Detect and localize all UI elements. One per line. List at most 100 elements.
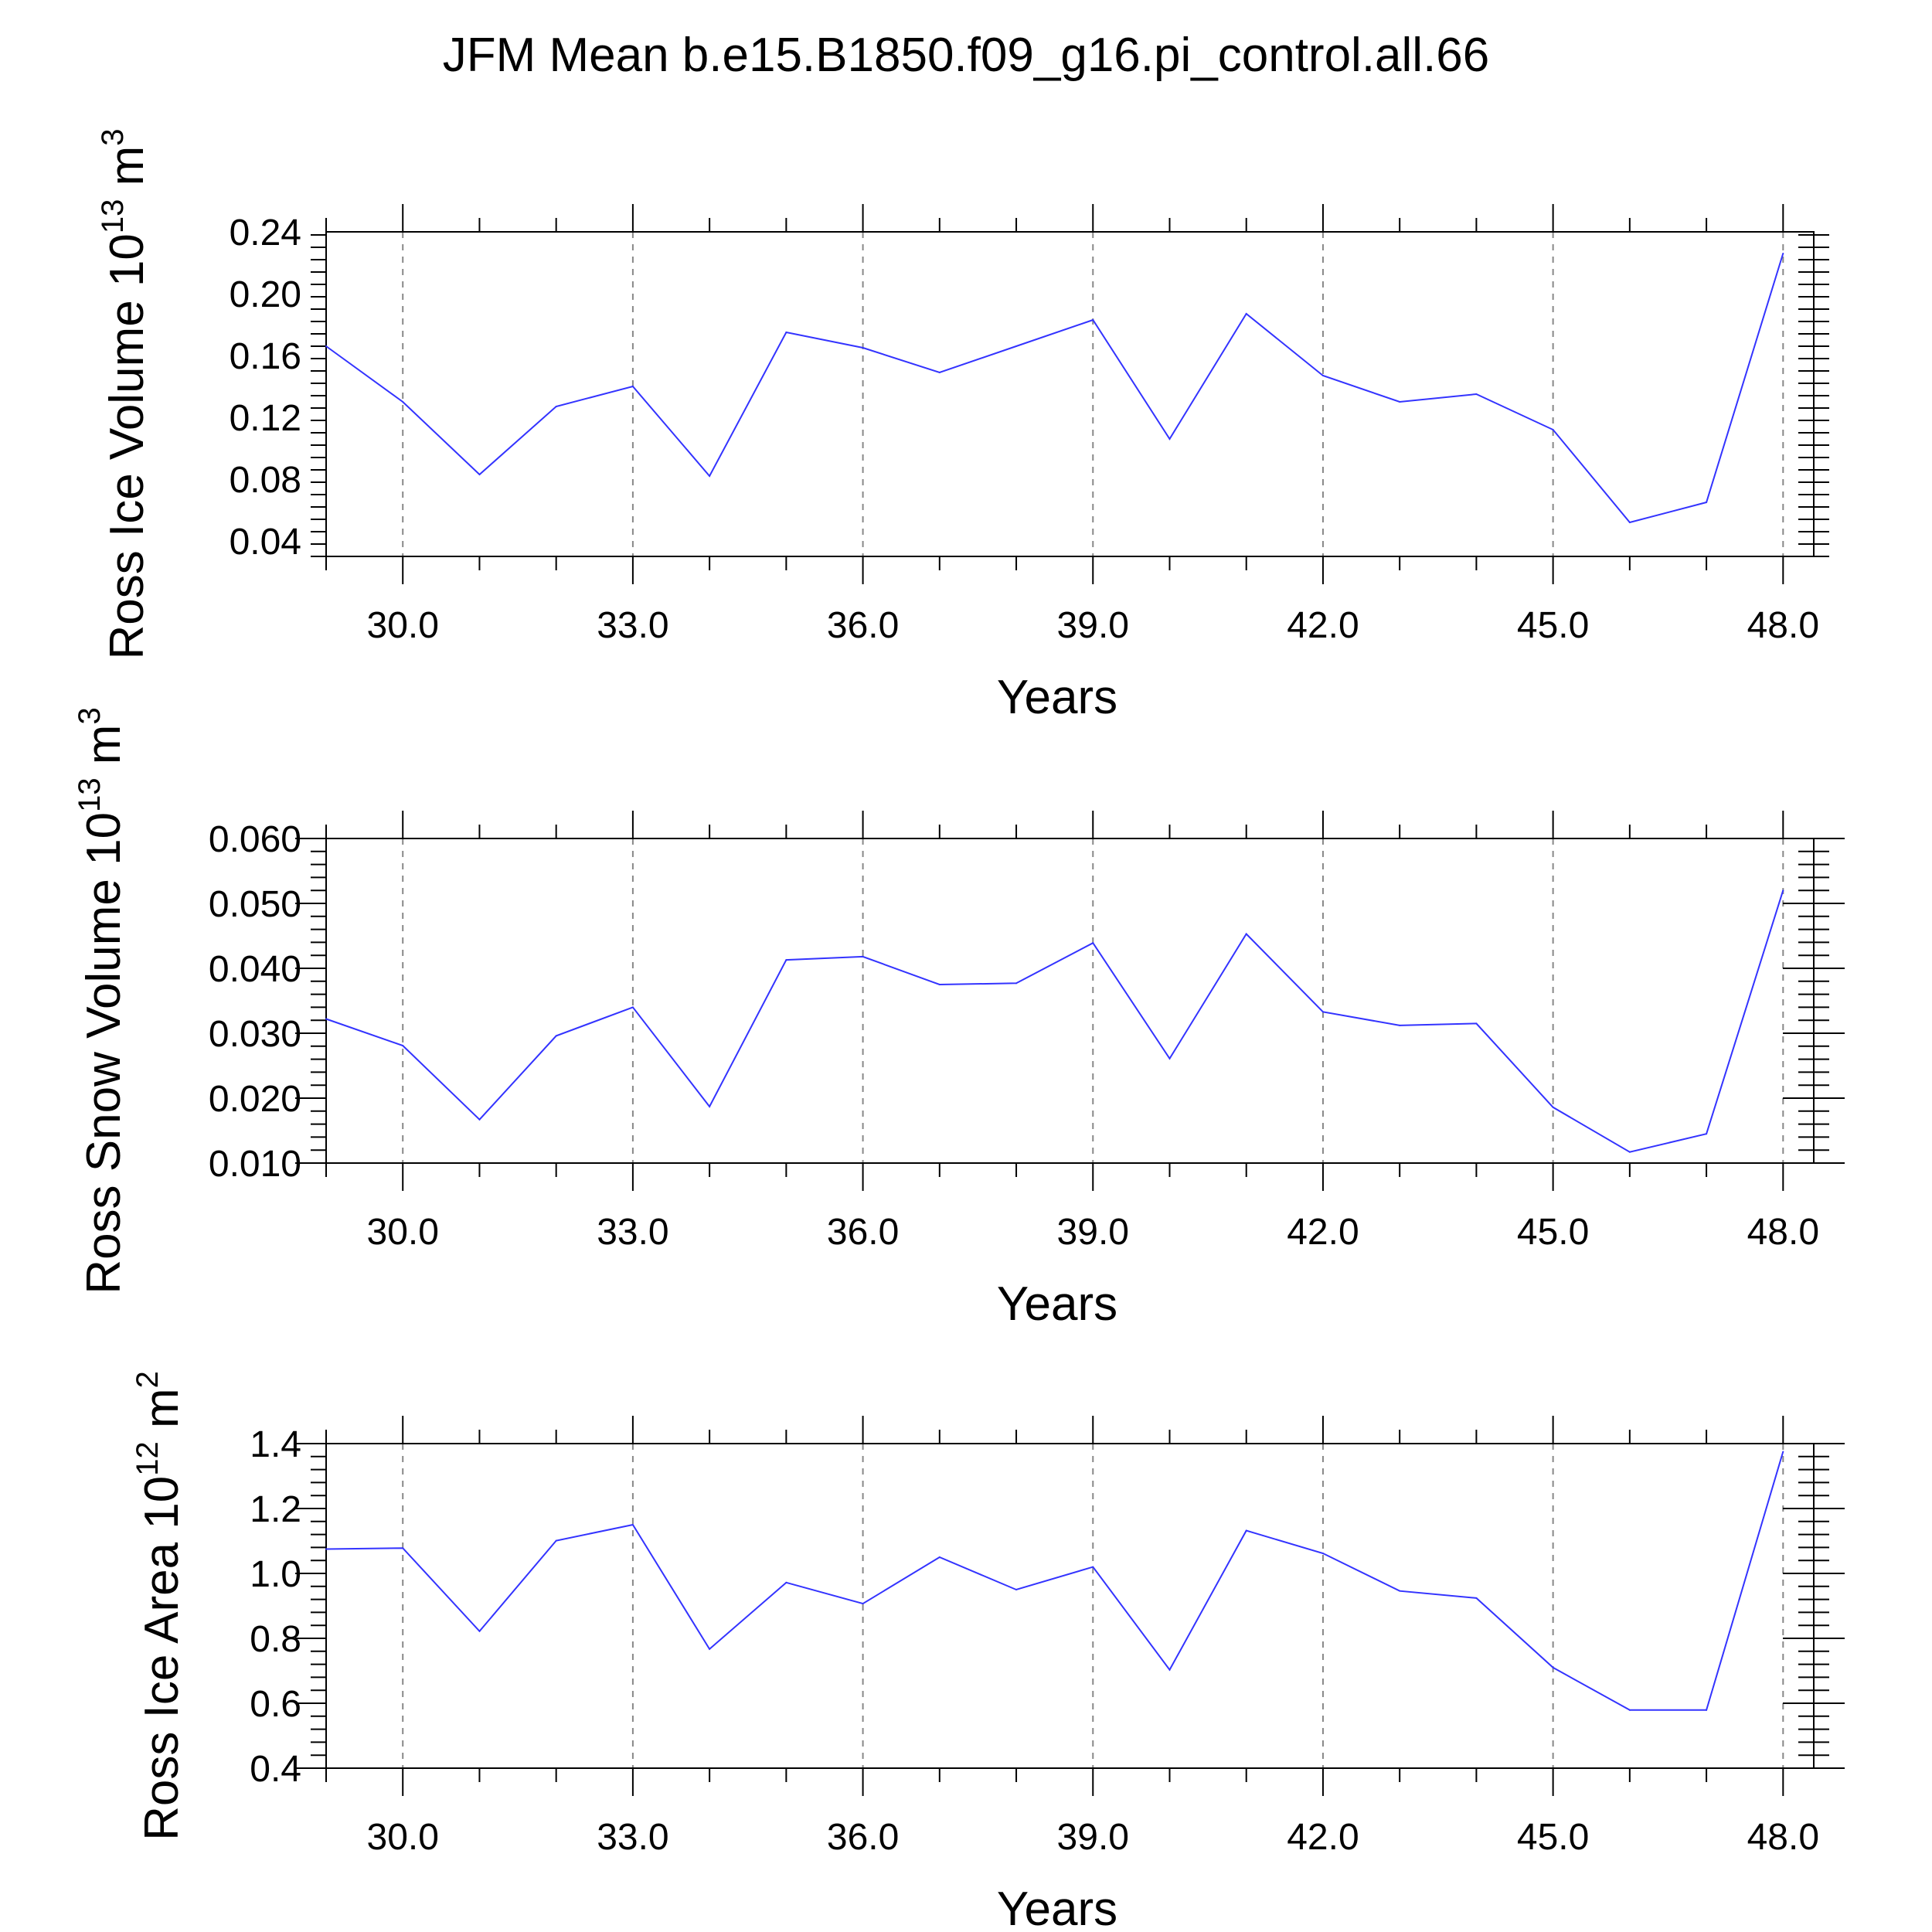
data-point [1552, 1666, 1554, 1668]
y-axis-title-unit: m [77, 725, 131, 778]
x-tick-label: 48.0 [1747, 605, 1819, 646]
data-point [938, 984, 940, 985]
data-point [1092, 942, 1094, 944]
data-point [1706, 1709, 1708, 1711]
data-point [1399, 1024, 1401, 1026]
x-tick-label: 30.0 [367, 1212, 439, 1253]
x-axis-title: Years [997, 671, 1117, 724]
data-point [1628, 1709, 1631, 1711]
x-tick-label: 45.0 [1517, 605, 1589, 646]
y-axis-title-unit: m [100, 146, 154, 199]
y-tick-label: 0.08 [230, 460, 301, 501]
data-point [785, 959, 787, 961]
x-axis-title: Years [997, 1883, 1117, 1932]
plot-frame [325, 1443, 1815, 1769]
y-tick-label: 0.010 [209, 1144, 301, 1185]
y-tick-label: 0.060 [209, 819, 301, 860]
data-point [709, 1105, 711, 1107]
y-tick-label: 0.8 [250, 1619, 301, 1660]
y-tick-label: 1.4 [250, 1424, 301, 1465]
x-tick-label: 48.0 [1747, 1212, 1819, 1253]
x-tick-label: 42.0 [1287, 605, 1359, 646]
x-tick-label: 33.0 [597, 605, 668, 646]
y-axis-title-unit-exponent: 3 [73, 707, 107, 724]
data-point [1628, 522, 1631, 523]
x-tick-label: 36.0 [827, 605, 899, 646]
data-point [1245, 933, 1247, 935]
data-point [1321, 1552, 1324, 1554]
data-point [1168, 438, 1171, 440]
y-axis-title: Ross Snow Volume 1013 m3 [73, 707, 131, 1294]
x-tick-label: 39.0 [1057, 1817, 1129, 1858]
data-point [1245, 1529, 1247, 1532]
y-tick-label: 0.20 [230, 274, 301, 315]
data-point [1706, 1133, 1708, 1135]
series-line [325, 253, 1784, 524]
data-point [402, 401, 404, 403]
y-tick-label: 1.0 [250, 1554, 301, 1595]
y-tick-label: 0.4 [250, 1749, 301, 1790]
y-tick-label: 0.030 [209, 1014, 301, 1055]
y-axis-title: Ross Ice Area 1012 m2 [131, 1371, 189, 1841]
data-point [1321, 1011, 1324, 1013]
series-line [325, 889, 1784, 1153]
plot-frame [325, 838, 1815, 1164]
x-tick-label: 48.0 [1747, 1817, 1819, 1858]
data-point [1475, 1597, 1478, 1599]
data-point [555, 1035, 557, 1037]
data-point [325, 1018, 327, 1020]
x-tick-label: 42.0 [1287, 1212, 1359, 1253]
y-axis-title-unit: m [135, 1388, 189, 1441]
chart-panel-3: 0.4 0.6 0.8 1.0 1.2 1.4 30.0 33.0 36.0 39.0 42.0 45… [131, 1371, 1845, 1932]
y-tick-label: 0.12 [230, 398, 301, 439]
data-point [631, 386, 634, 387]
y-axis-title-exponent: 12 [131, 1441, 165, 1476]
y-axis-title-unit-exponent: 3 [96, 128, 130, 145]
chart-title: JFM Mean b.e15.B1850.f09_g16.pi_control.… [443, 29, 1490, 82]
chart-panel-2: 0.010 0.020 0.030 0.040 0.050 0.060 30.0 33.0 36… [73, 707, 1845, 1331]
y-axis-title-text: Ross Ice Volume 10 [100, 233, 154, 659]
data-point [709, 1648, 711, 1650]
data-point [555, 1539, 557, 1542]
x-tick-label: 33.0 [597, 1212, 668, 1253]
y-tick-label: 0.04 [230, 522, 301, 563]
x-tick-label: 30.0 [367, 605, 439, 646]
data-point [938, 1556, 940, 1558]
data-point [1092, 319, 1094, 321]
y-tick-label: 0.6 [250, 1684, 301, 1725]
x-tick-label: 36.0 [827, 1817, 899, 1858]
data-point [631, 1524, 634, 1526]
data-point [1092, 1566, 1094, 1568]
x-tick-label: 39.0 [1057, 1212, 1129, 1253]
x-tick-label: 33.0 [597, 1817, 668, 1858]
data-point [1706, 502, 1708, 503]
data-point [938, 372, 940, 373]
data-point [1245, 313, 1247, 315]
data-point [325, 345, 327, 347]
data-point [1321, 375, 1324, 376]
data-point [1015, 982, 1018, 985]
data-point [478, 474, 481, 475]
data-point [785, 332, 787, 333]
data-point [1628, 1151, 1631, 1153]
y-tick-label: 0.24 [230, 213, 301, 253]
data-point [1399, 1590, 1401, 1592]
y-tick-label: 0.050 [209, 884, 301, 925]
panels: 0.04 0.08 0.12 0.16 0.20 0.24 30.0 33.0 36.0 39.0… [73, 128, 1845, 1932]
data-point [1168, 1057, 1171, 1060]
data-point [1015, 1589, 1018, 1590]
x-tick-label: 45.0 [1517, 1817, 1589, 1858]
x-tick-label: 39.0 [1057, 605, 1129, 646]
data-point [862, 955, 864, 957]
chart-panel-1: 0.04 0.08 0.12 0.16 0.20 0.24 30.0 33.0 36.0 39.0… [96, 128, 1829, 724]
data-point [1782, 889, 1784, 892]
data-point [555, 406, 557, 407]
data-point [478, 1118, 481, 1121]
data-point [631, 1006, 634, 1009]
y-axis-title: Ross Ice Volume 1013 m3 [96, 128, 154, 659]
y-tick-label: 1.2 [250, 1489, 301, 1530]
data-point [1475, 1022, 1478, 1025]
plot-frame [325, 231, 1815, 557]
data-point [785, 1581, 787, 1583]
